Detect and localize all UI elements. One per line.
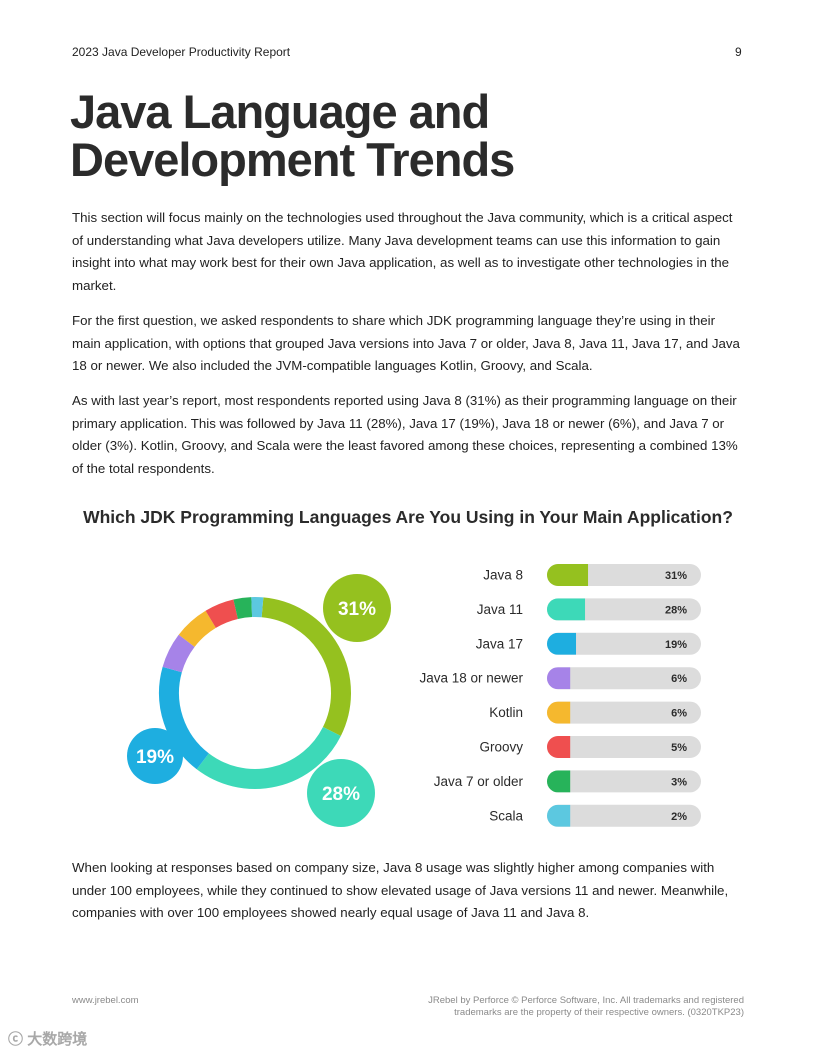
donut-slice-java-8	[261, 597, 351, 736]
donut-slice-java-18-or-newer	[162, 634, 195, 673]
bar-fill-java-17	[547, 632, 577, 655]
bar-track-java-7-or-older	[547, 770, 701, 793]
bar-fill-scala	[547, 804, 571, 827]
footer-website[interactable]: www.jrebel.com	[72, 995, 139, 1006]
donut-chart	[159, 597, 351, 789]
donut-slice-java-7-or-older	[233, 597, 253, 619]
legal-line-1: JRebel by Perforce © Perforce Software, …	[428, 995, 744, 1006]
donut-slice-java-11	[196, 726, 341, 789]
question-paragraph: For the first question, we asked respond…	[72, 313, 740, 374]
bar-value-java-8: 31%	[665, 570, 687, 582]
bar-track-java-18-or-newer	[547, 667, 701, 690]
watermark: ⓒ 大数跨境	[8, 1028, 87, 1049]
donut-slice-groovy	[205, 599, 239, 629]
donut-slice-kotlin	[178, 610, 217, 648]
bar-label-java-17: Java 17	[476, 636, 523, 651]
donut-slice-java-17	[159, 666, 210, 770]
report-title: 2023 Java Developer Productivity Report	[72, 45, 291, 59]
bar-label-java-11: Java 11	[477, 602, 523, 617]
bar-fill-groovy	[547, 736, 571, 758]
chart-title: Which JDK Programming Languages Are You …	[83, 507, 733, 527]
bar-fill-java-18-or-newer	[547, 667, 571, 690]
bar-fill-java-11	[547, 598, 586, 621]
bar-value-java-7-or-older: 3%	[671, 776, 687, 788]
bar-list: Java 8 31% Java 11 28% Java 17 19% Java 18 or …	[419, 564, 701, 827]
bar-label-java-8: Java 8	[483, 568, 523, 583]
bar-track-scala	[547, 804, 701, 827]
page-title: Java Language and Development Trends	[70, 85, 515, 186]
bar-track-java-11	[547, 598, 701, 621]
bar-value-scala: 2%	[671, 811, 687, 823]
callout-label-java-8: 31%	[338, 599, 376, 620]
bar-label-java-7-or-older: Java 7 or older	[434, 774, 524, 789]
bar-fill-java-7-or-older	[547, 770, 571, 793]
legal-line-2: trademarks are the property of their res…	[454, 1007, 744, 1018]
callout-bubble-java-8	[323, 574, 391, 642]
bar-label-kotlin: Kotlin	[489, 705, 523, 720]
bar-label-scala: Scala	[489, 808, 523, 823]
results-paragraph: As with last year’s report, most respond…	[72, 393, 738, 477]
bar-fill-kotlin	[547, 701, 571, 724]
callout-label-java-17: 19%	[136, 747, 174, 768]
callout-label-java-11: 28%	[322, 784, 360, 805]
company-size-paragraph: When looking at responses based on compa…	[72, 860, 729, 921]
intro-paragraph: This section will focus mainly on the te…	[72, 210, 733, 294]
bar-value-java-18-or-newer: 6%	[671, 673, 687, 685]
bar-value-kotlin: 6%	[671, 708, 687, 720]
callout-bubble-java-11	[307, 759, 375, 827]
bar-fill-java-8	[547, 564, 589, 586]
bar-value-java-11: 28%	[665, 604, 687, 616]
bar-label-java-18-or-newer: Java 18 or newer	[419, 671, 523, 686]
bar-value-groovy: 5%	[671, 742, 687, 754]
page-number: 9	[735, 45, 742, 59]
bar-track-groovy	[547, 736, 701, 758]
bar-label-groovy: Groovy	[479, 740, 523, 755]
footer-legal: JRebel by Perforce © Perforce Software, …	[404, 995, 744, 1019]
bar-track-kotlin	[547, 701, 701, 724]
donut-callouts: 31% 28% 19%	[127, 574, 391, 827]
watermark-text: 大数跨境	[27, 1031, 88, 1048]
callout-bubble-java-17	[127, 728, 183, 784]
jdk-language-chart: 31%28%19% Java 8 31%Java 11 28%Java 17 19%J…	[127, 564, 701, 827]
bar-track-java-17	[547, 632, 701, 655]
watermark-logo-icon: ⓒ	[8, 1031, 24, 1048]
bar-value-java-17: 19%	[665, 639, 687, 651]
